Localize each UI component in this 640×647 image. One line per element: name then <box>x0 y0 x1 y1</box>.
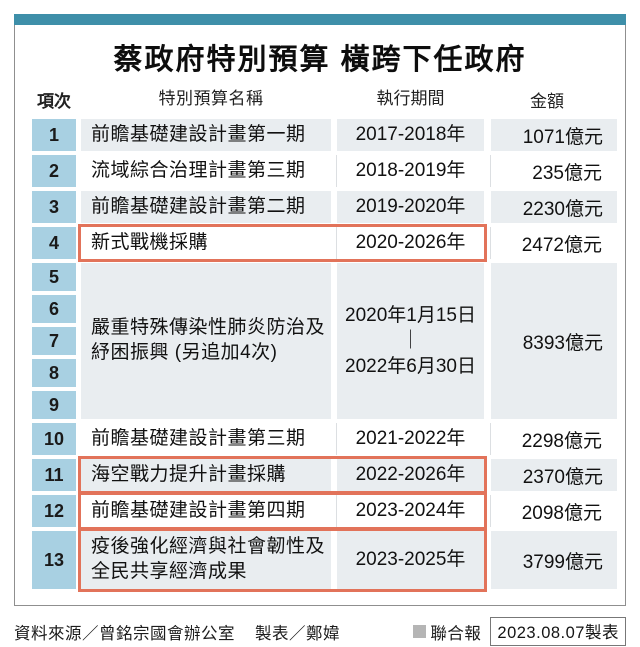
period-cell: 2021-2022年 <box>336 423 484 455</box>
column-header-pair: 特別預算名稱 執行期間 <box>81 87 484 111</box>
table-row: 3 前瞻基礎建設計畫第二期 2019-2020年 2230億元 <box>15 191 625 223</box>
table-row: 10 前瞻基礎建設計畫第三期 2021-2022年 2298億元 <box>15 423 625 455</box>
period-cell: 2023-2024年 <box>336 495 484 527</box>
row-index-cell: 8 <box>32 359 76 387</box>
table-row: 13 疫後強化經濟與社會韌性及全民共享經濟成果 2023-2025年 3799億元 <box>15 528 625 592</box>
column-header-index: 項次 <box>37 91 71 111</box>
amount-cell: 2230億元 <box>491 191 617 223</box>
row-index-cell: 5 <box>32 263 76 291</box>
budget-name-cell: 新式戰機採購 <box>81 227 331 259</box>
budget-name-cell: 流域綜合治理計畫第三期 <box>81 155 331 187</box>
credit-note: 製表／鄭媁 <box>255 624 340 643</box>
amount-cell: 1071億元 <box>491 119 617 151</box>
period-cell: 2018-2019年 <box>336 155 484 187</box>
name-period-group: 流域綜合治理計畫第三期 2018-2019年 <box>81 155 484 187</box>
amount-cell: 235億元 <box>490 155 616 187</box>
row-index-cell: 6 <box>32 295 76 323</box>
period-cell: 2020年1月15日 ｜ 2022年6月30日 <box>337 263 484 419</box>
table-header-row: 項次 特別預算名稱 執行期間 金額 <box>15 87 625 111</box>
merged-index-column: 5 6 7 8 9 <box>32 263 76 419</box>
name-period-group: 前瞻基礎建設計畫第四期 2023-2024年 <box>78 492 487 530</box>
brand-name: 聯合報 <box>430 624 482 643</box>
table-row: 1 前瞻基礎建設計畫第一期 2017-2018年 1071億元 <box>15 119 625 151</box>
budget-name-cell: 嚴重特殊傳染性肺炎防治及紓困振興 (另追加4次) <box>81 263 331 419</box>
period-cell: 2022-2026年 <box>337 459 484 491</box>
table-row: 5 6 7 8 9 嚴重特殊傳染性肺炎防治及紓困振興 (另追加4次) 2020年1月15日 … <box>15 263 625 419</box>
name-period-group: 前瞻基礎建設計畫第三期 2021-2022年 <box>81 423 484 455</box>
amount-cell: 2298億元 <box>490 423 616 455</box>
table-frame: 蔡政府特別預算 橫跨下任政府 項次 特別預算名稱 執行期間 金額 1 前瞻基礎建設… <box>14 25 626 606</box>
period-cell: 2023-2025年 <box>337 531 484 589</box>
budget-name-cell: 前瞻基礎建設計畫第二期 <box>81 191 331 223</box>
name-period-group: 前瞻基礎建設計畫第一期 2017-2018年 <box>81 119 484 151</box>
name-period-group: 疫後強化經濟與社會韌性及全民共享經濟成果 2023-2025年 <box>78 528 487 592</box>
name-period-group: 嚴重特殊傳染性肺炎防治及紓困振興 (另追加4次) 2020年1月15日 ｜ 202… <box>81 263 484 419</box>
row-index-cell: 4 <box>32 227 76 259</box>
name-period-group: 海空戰力提升計畫採購 2022-2026年 <box>78 456 487 494</box>
amount-cell: 2098億元 <box>490 495 616 527</box>
row-index-cell: 11 <box>32 459 76 491</box>
footer-right: 聯合報 2023.08.07製表 <box>413 617 626 646</box>
amount-cell: 2370億元 <box>491 459 617 491</box>
period-cell: 2019-2020年 <box>337 191 484 223</box>
budget-name-cell: 前瞻基礎建設計畫第一期 <box>81 119 331 151</box>
table-row: 4 新式戰機採購 2020-2026年 2472億元 <box>15 224 625 262</box>
table-row: 2 流域綜合治理計畫第三期 2018-2019年 235億元 <box>15 155 625 187</box>
amount-cell: 3799億元 <box>491 531 617 589</box>
column-header-period: 執行期間 <box>376 88 445 108</box>
name-period-group: 新式戰機採購 2020-2026年 <box>78 224 487 262</box>
row-index-cell: 3 <box>32 191 76 223</box>
column-header-name: 特別預算名稱 <box>158 88 264 108</box>
date-badge: 2023.08.07製表 <box>490 617 626 646</box>
budget-name-cell: 海空戰力提升計畫採購 <box>81 459 331 491</box>
brand-square-icon <box>413 625 427 638</box>
row-index-cell: 13 <box>32 531 76 589</box>
period-cell: 2020-2026年 <box>336 227 484 259</box>
row-index-cell: 1 <box>32 119 76 151</box>
table-body: 1 前瞻基礎建設計畫第一期 2017-2018年 1071億元 2 流域綜合治理計畫第三期… <box>15 119 625 592</box>
row-index-cell: 7 <box>32 327 76 355</box>
amount-cell: 2472億元 <box>490 227 616 259</box>
row-index-cell: 9 <box>32 391 76 419</box>
budget-name-cell: 疫後強化經濟與社會韌性及全民共享經濟成果 <box>81 531 331 589</box>
name-period-group: 前瞻基礎建設計畫第二期 2019-2020年 <box>81 191 484 223</box>
budget-name-cell: 前瞻基礎建設計畫第四期 <box>81 495 331 527</box>
table-row: 12 前瞻基礎建設計畫第四期 2023-2024年 2098億元 <box>15 492 625 530</box>
column-header-amount: 金額 <box>530 91 564 111</box>
amount-cell: 8393億元 <box>491 263 617 419</box>
period-cell: 2017-2018年 <box>337 119 484 151</box>
footer: 資料來源／曾銘宗國會辦公室 製表／鄭媁 聯合報 2023.08.07製表 <box>14 617 626 646</box>
row-index-cell: 2 <box>32 155 76 187</box>
top-accent-bar <box>14 14 626 25</box>
row-index-cell: 10 <box>32 423 76 455</box>
table-row: 11 海空戰力提升計畫採購 2022-2026年 2370億元 <box>15 456 625 494</box>
infographic-board: 蔡政府特別預算 橫跨下任政府 項次 特別預算名稱 執行期間 金額 1 前瞻基礎建設… <box>14 14 626 606</box>
row-index-cell: 12 <box>32 495 76 527</box>
budget-name-cell: 前瞻基礎建設計畫第三期 <box>81 423 331 455</box>
source-note: 資料來源／曾銘宗國會辦公室 <box>14 624 235 643</box>
page-title: 蔡政府特別預算 橫跨下任政府 <box>113 44 527 76</box>
